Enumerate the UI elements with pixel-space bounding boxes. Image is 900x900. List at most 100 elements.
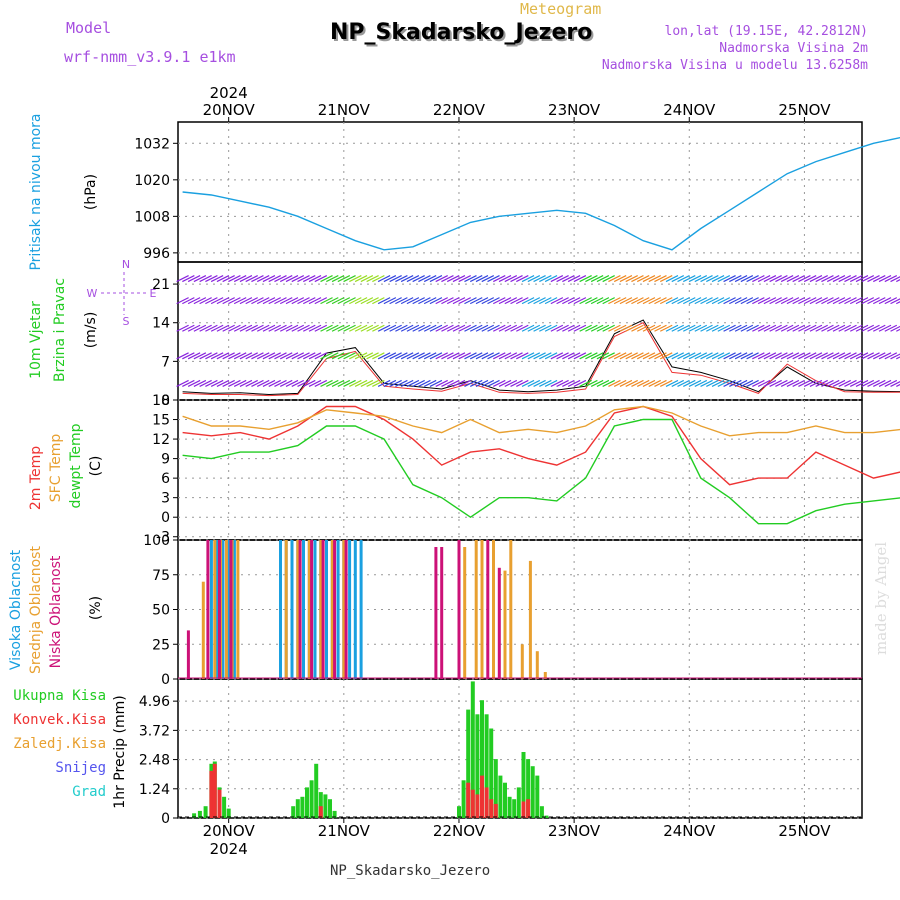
wind-barb <box>596 324 610 332</box>
wind-barb <box>826 352 840 360</box>
wind-barb <box>481 379 495 387</box>
wind-barb <box>562 275 575 283</box>
wind-barb <box>285 275 299 283</box>
wind-barb <box>521 275 535 283</box>
wind-barb <box>585 379 598 387</box>
wind-barb <box>562 352 575 360</box>
bar-precipitation-0 <box>295 799 300 818</box>
wind-barb <box>792 324 805 332</box>
wind-barb <box>855 379 869 387</box>
wind-barb <box>602 379 615 387</box>
wind-barb <box>469 324 483 332</box>
wind-barb <box>527 275 541 283</box>
wind-barb <box>585 352 598 360</box>
wind-barb <box>544 324 558 332</box>
wind-barb <box>590 275 604 283</box>
wind-barb <box>279 275 293 283</box>
bar-cloud-2 <box>186 630 190 679</box>
wind-barb <box>458 297 471 305</box>
wind-barb <box>187 324 201 332</box>
bar-cloud-1 <box>201 581 205 679</box>
wind-barb <box>337 297 351 305</box>
wind-barb <box>216 352 230 360</box>
wind-barb <box>694 297 708 305</box>
wind-barb <box>406 379 420 387</box>
wind-barb <box>826 297 840 305</box>
wind-barb <box>654 275 667 283</box>
wind-barb <box>510 352 523 360</box>
wind-barb <box>320 379 333 387</box>
wind-barb <box>757 352 771 360</box>
wind-barb <box>412 352 425 360</box>
wind-barb <box>694 275 708 283</box>
wind-barb <box>464 379 477 387</box>
wind-barb <box>176 297 189 305</box>
wind-barb <box>349 379 362 387</box>
wind-barb <box>642 324 656 332</box>
bar-cloud-1 <box>474 540 478 679</box>
wind-barb <box>757 324 771 332</box>
wind-barb <box>331 297 345 305</box>
bar-precipitation-0 <box>291 806 296 818</box>
bar-cloud-2 <box>206 540 210 679</box>
bar-cloud-0 <box>348 540 352 679</box>
wind-barb <box>279 297 293 305</box>
wind-barb <box>798 352 811 360</box>
wind-barb <box>395 379 408 387</box>
wind-barb <box>475 379 489 387</box>
wind-barb <box>849 352 863 360</box>
bar-precipitation-1 <box>209 770 214 818</box>
bar-precipitation-1 <box>521 801 526 818</box>
wind-barb <box>884 324 898 332</box>
wind-barb <box>533 379 546 387</box>
wind-barb <box>890 276 900 283</box>
bar-cloud-1 <box>463 547 467 679</box>
wind-barb <box>849 275 863 283</box>
bar-precipitation-0 <box>484 714 489 818</box>
wind-barb <box>268 379 281 387</box>
wind-barb <box>418 275 431 283</box>
wind-barb <box>228 297 241 305</box>
wind-barb <box>740 379 754 387</box>
wind-barb <box>475 324 489 332</box>
wind-barb <box>297 297 310 305</box>
wind-barb <box>579 352 592 360</box>
bar-cloud-1 <box>503 570 507 679</box>
bar-cloud-2 <box>310 540 314 679</box>
elevation-label: Nadmorska Visina 2m <box>719 41 868 56</box>
bar-cloud-0 <box>209 540 213 679</box>
wind-barb <box>262 324 276 332</box>
wind-barb <box>222 379 235 387</box>
wind-barb <box>896 301 900 305</box>
wind-barb <box>510 275 523 283</box>
wind-barb <box>683 275 696 283</box>
y-tick-label: 996 <box>143 246 170 262</box>
wind-barb <box>769 352 782 360</box>
wind-barb <box>464 352 477 360</box>
bar-cloud-0 <box>359 540 363 679</box>
bar-cloud-0 <box>227 540 231 679</box>
wind-barb <box>746 379 759 387</box>
wind-barb <box>475 275 489 283</box>
wind-barb <box>487 324 500 332</box>
wind-barb <box>452 324 466 332</box>
wind-barb <box>510 297 523 305</box>
wind-barb <box>493 275 506 283</box>
wind-barb <box>452 379 466 387</box>
wind-barb <box>896 328 900 332</box>
wind-barb <box>377 379 391 387</box>
wind-barb <box>193 324 207 332</box>
wind-barb <box>683 297 696 305</box>
wind-barb <box>251 352 264 360</box>
bottom-date-label: 20NOV <box>203 822 256 840</box>
temp-sfc-label: SFC Temp <box>48 434 64 503</box>
wind-barb <box>562 297 575 305</box>
bar-cloud-1 <box>342 540 346 679</box>
y-tick-label: 1.24 <box>139 782 170 798</box>
wind-barb <box>233 379 247 387</box>
wind-barb <box>233 275 247 283</box>
wind-barb <box>590 352 604 360</box>
wind-barb <box>654 352 667 360</box>
wind-barb <box>769 275 782 283</box>
